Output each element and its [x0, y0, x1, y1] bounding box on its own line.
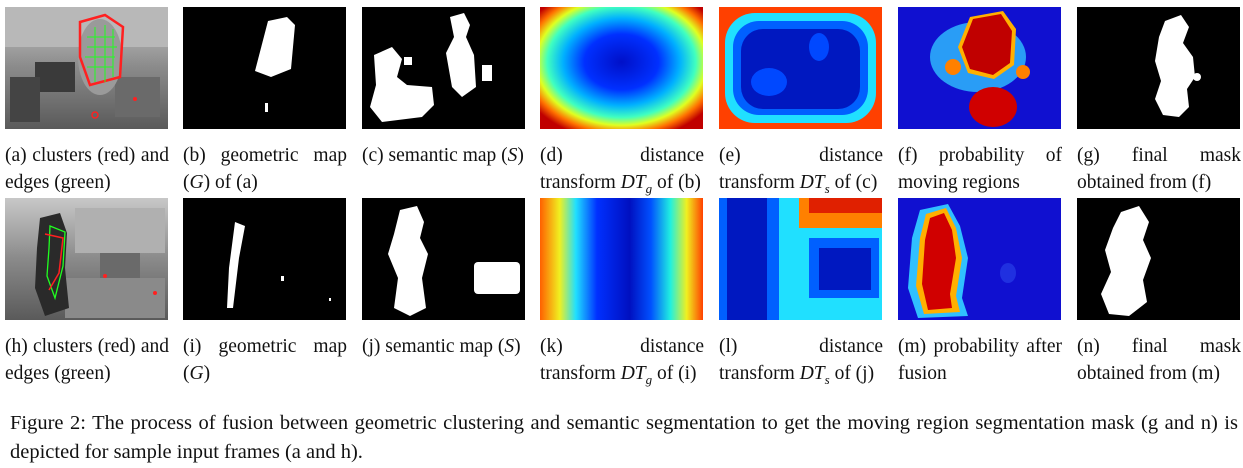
image-c-semantic-map: [362, 7, 525, 129]
image-n-final-mask: [1077, 198, 1240, 320]
image-e-distance-transform: [719, 7, 882, 129]
image-f-probability: [898, 7, 1061, 129]
figure-caption: Figure 2: The process of fusion between …: [10, 412, 1238, 463]
image-l-distance-transform: [719, 198, 882, 320]
caption-i: (i) geometric map (G): [183, 336, 347, 384]
image-d-distance-transform: [540, 7, 703, 129]
image-h-clusters-edges: [5, 198, 168, 320]
caption-d: (d) distance transform DTg of (b): [540, 145, 704, 196]
image-m-probability-fusion: [898, 198, 1061, 320]
image-j-semantic-map: [362, 198, 525, 320]
image-k-distance-transform: [540, 198, 703, 320]
caption-g: (g) final mask obtained from (f): [1077, 145, 1241, 193]
image-b-geometric-map: [183, 7, 346, 129]
image-g-final-mask: [1077, 7, 1240, 129]
caption-f: (f) probability of moving regions: [898, 145, 1062, 193]
caption-l: (l) distance transform DTs of (j): [719, 336, 883, 387]
image-i-geometric-map: [183, 198, 346, 320]
caption-k: (k) distance transform DTg of (i): [540, 336, 704, 387]
caption-c: (c) semantic map (S): [362, 145, 524, 166]
image-a-clusters-edges: [5, 7, 168, 129]
caption-h: (h) clusters (red) and edges (green): [5, 336, 170, 384]
caption-m: (m) probability after fusion: [898, 336, 1062, 384]
caption-j: (j) semantic map (S): [362, 336, 521, 357]
caption-a: (a) clusters (red) and edges (green): [5, 145, 169, 193]
caption-b: (b) geometric map (G) of (a): [183, 145, 347, 193]
caption-n: (n) final mask obtained from (m): [1077, 336, 1241, 384]
caption-e: (e) distance transform DTs of (c): [719, 145, 883, 196]
